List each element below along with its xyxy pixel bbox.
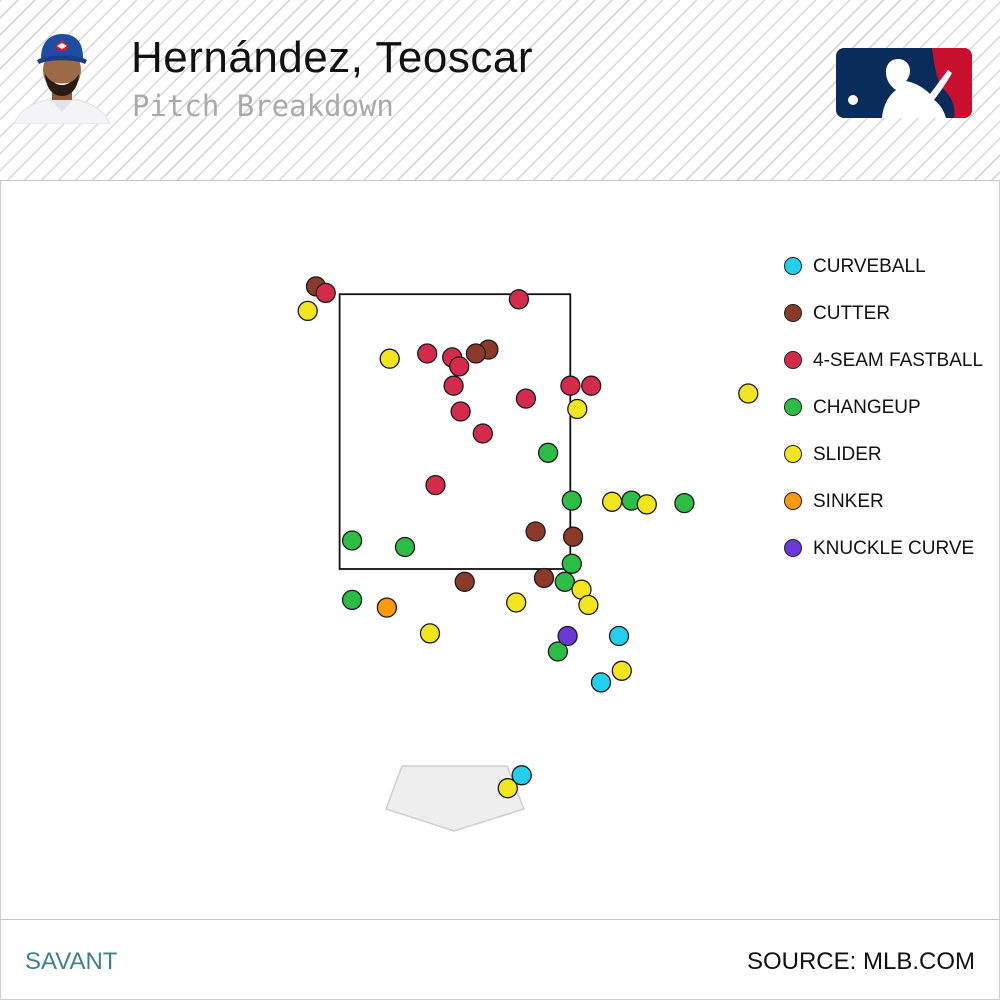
player-name-title: Hernández, Teoscar	[131, 33, 533, 82]
pitch-point-changeup-2[interactable]	[561, 490, 582, 511]
legend-swatch-icon	[784, 539, 802, 557]
legend-label: CHANGEUP	[813, 397, 921, 418]
pitch-point-changeup-7[interactable]	[561, 553, 582, 574]
pitch-point-4-seam-fastball-5[interactable]	[449, 356, 470, 377]
legend-item-4-seam-fastball[interactable]: 4-SEAM FASTBALL	[782, 350, 998, 397]
pitch-point-changeup-6[interactable]	[394, 536, 416, 558]
pitch-point-cutter-4[interactable]	[525, 521, 546, 542]
pitch-point-4-seam-fastball-7[interactable]	[560, 375, 581, 396]
pitch-point-slider-11[interactable]	[611, 660, 632, 681]
legend-label: SINKER	[813, 491, 884, 512]
pitch-point-knuckle-curve-1[interactable]	[557, 625, 578, 647]
pitch-point-sinker-1[interactable]	[376, 597, 398, 618]
legend-label: KNUCKLE CURVE	[813, 538, 975, 559]
pitch-point-changeup-8[interactable]	[554, 571, 575, 592]
pitch-point-slider-9[interactable]	[578, 594, 599, 616]
pitch-point-slider-12[interactable]	[497, 778, 518, 799]
player-avatar-icon	[13, 34, 111, 124]
legend-swatch-icon	[784, 351, 802, 369]
pitch-point-slider-10[interactable]	[419, 623, 441, 644]
legend-item-curveball[interactable]: CURVEBALL	[782, 256, 998, 303]
legend-swatch-icon	[784, 398, 802, 416]
pitch-point-curveball-2[interactable]	[590, 672, 612, 693]
pitch-point-slider-4[interactable]	[738, 383, 759, 404]
legend-item-sinker[interactable]: SINKER	[782, 491, 998, 538]
pitch-point-curveball-3[interactable]	[511, 765, 532, 786]
strike-zone	[338, 293, 572, 570]
legend-label: 4-SEAM FASTBALL	[813, 350, 984, 371]
pitch-point-4-seam-fastball-2[interactable]	[508, 289, 530, 310]
pitch-point-4-seam-fastball-3[interactable]	[417, 343, 438, 364]
legend-swatch-icon	[784, 304, 802, 322]
pitch-point-cutter-7[interactable]	[533, 567, 555, 589]
source-label: SOURCE: MLB.COM	[746, 948, 975, 975]
pitch-point-4-seam-fastball-11[interactable]	[472, 423, 493, 444]
pitch-point-slider-1[interactable]	[297, 300, 318, 322]
pitch-point-4-seam-fastball-10[interactable]	[450, 401, 471, 422]
footer-bar: SAVANT SOURCE: MLB.COM	[0, 919, 1000, 1001]
pitch-point-slider-8[interactable]	[506, 592, 527, 613]
pitch-type-legend: CURVEBALL CUTTER 4-SEAM FASTBALL CHANGEUP SL…	[782, 256, 998, 585]
header-banner: Hernández, Teoscar Pitch Breakdown	[0, 0, 1000, 181]
legend-item-knuckle-curve[interactable]: KNUCKLE CURVE	[782, 538, 998, 585]
home-plate	[385, 765, 525, 832]
pitch-point-4-seam-fastball-1[interactable]	[315, 282, 336, 304]
pitch-point-4-seam-fastball-8[interactable]	[581, 375, 602, 396]
pitch-point-4-seam-fastball-9[interactable]	[515, 388, 537, 409]
pitch-point-cutter-6[interactable]	[454, 571, 475, 592]
legend-item-changeup[interactable]: CHANGEUP	[782, 397, 998, 444]
mlb-logo-icon	[836, 48, 972, 118]
legend-item-slider[interactable]: SLIDER	[782, 444, 998, 491]
savant-link[interactable]: SAVANT	[25, 948, 118, 975]
pitch-point-changeup-9[interactable]	[341, 589, 363, 611]
pitch-point-slider-5[interactable]	[601, 491, 623, 512]
legend-label: CUTTER	[813, 303, 891, 324]
pitch-point-4-seam-fastball-12[interactable]	[425, 474, 446, 496]
pitch-point-4-seam-fastball-6[interactable]	[443, 375, 464, 396]
legend-swatch-icon	[784, 445, 802, 463]
pitch-point-changeup-10[interactable]	[547, 641, 569, 662]
pitch-point-curveball-1[interactable]	[608, 625, 630, 647]
pitch-point-slider-2[interactable]	[379, 348, 400, 369]
legend-swatch-icon	[784, 257, 802, 275]
pitch-point-cutter-5[interactable]	[562, 526, 584, 547]
legend-swatch-icon	[784, 492, 802, 510]
legend-label: CURVEBALL	[813, 256, 926, 277]
pitch-point-cutter-3[interactable]	[465, 343, 487, 364]
legend-label: SLIDER	[813, 444, 882, 465]
pitch-point-slider-3[interactable]	[567, 398, 588, 420]
pitch-point-slider-6[interactable]	[636, 494, 657, 515]
pitch-point-changeup-5[interactable]	[341, 530, 363, 551]
legend-item-cutter[interactable]: CUTTER	[782, 303, 998, 350]
pitch-point-changeup-4[interactable]	[674, 492, 695, 514]
page-subtitle: Pitch Breakdown	[132, 89, 394, 123]
pitch-location-chart	[297, 276, 759, 832]
pitch-points-layer	[297, 276, 759, 799]
pitch-point-changeup-1[interactable]	[537, 442, 559, 463]
